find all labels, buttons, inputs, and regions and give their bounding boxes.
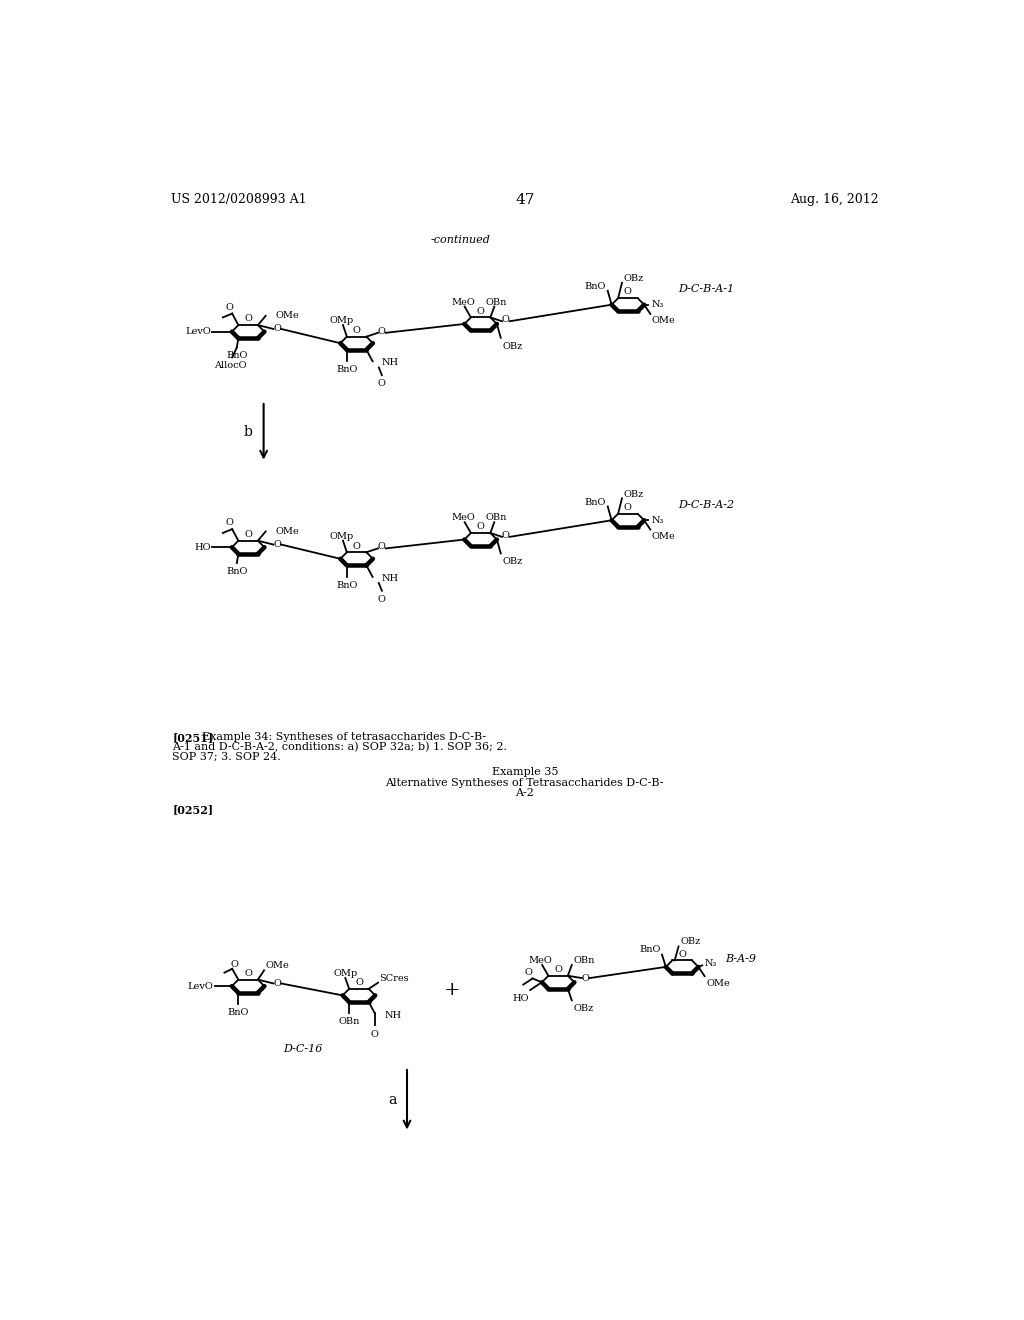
Text: NH: NH: [382, 574, 399, 583]
Text: SOP 37; 3. SOP 24.: SOP 37; 3. SOP 24.: [172, 752, 281, 762]
Text: a: a: [388, 1093, 396, 1106]
Text: O: O: [244, 531, 252, 539]
Text: D-C-B-A-1: D-C-B-A-1: [678, 284, 734, 294]
Text: NH: NH: [382, 358, 399, 367]
Text: OBn: OBn: [339, 1018, 359, 1027]
Text: HO: HO: [195, 543, 211, 552]
Text: O: O: [378, 594, 386, 603]
Text: O: O: [582, 974, 590, 982]
Text: O: O: [273, 979, 282, 987]
Text: D-C-B-A-2: D-C-B-A-2: [678, 500, 734, 510]
Text: Example 34: Syntheses of tetrasaccharides D-C-B-: Example 34: Syntheses of tetrasaccharide…: [202, 733, 485, 742]
Text: OBn: OBn: [485, 513, 507, 523]
Text: 47: 47: [515, 193, 535, 207]
Text: OMp: OMp: [333, 969, 357, 978]
Text: O: O: [378, 543, 386, 552]
Text: O: O: [678, 949, 686, 958]
Text: O: O: [352, 326, 360, 335]
Text: MeO: MeO: [452, 297, 475, 306]
Text: BnO: BnO: [226, 566, 248, 576]
Text: BnO: BnO: [336, 581, 357, 590]
Text: NH: NH: [384, 1011, 401, 1020]
Text: O: O: [371, 1030, 379, 1039]
Text: BnO: BnO: [227, 1008, 249, 1018]
Text: O: O: [273, 540, 282, 549]
Text: OBz: OBz: [503, 342, 522, 351]
Text: MeO: MeO: [528, 956, 553, 965]
Text: OMe: OMe: [652, 317, 676, 325]
Text: OMe: OMe: [265, 961, 290, 970]
Text: O: O: [477, 523, 484, 532]
Text: OMp: OMp: [330, 315, 353, 325]
Text: O: O: [624, 288, 632, 297]
Text: O: O: [273, 325, 282, 334]
Text: Example 35: Example 35: [492, 767, 558, 777]
Text: O: O: [502, 531, 510, 540]
Text: N₃: N₃: [705, 958, 717, 968]
Text: OBz: OBz: [573, 1005, 594, 1014]
Text: O: O: [502, 315, 510, 325]
Text: O: O: [226, 519, 233, 528]
Text: OMe: OMe: [275, 312, 299, 321]
Text: OBz: OBz: [680, 937, 700, 946]
Text: O: O: [624, 503, 632, 512]
Text: OMe: OMe: [652, 532, 676, 541]
Text: O: O: [524, 968, 532, 977]
Text: B-A-9: B-A-9: [725, 954, 756, 964]
Text: AllocO: AllocO: [214, 362, 247, 371]
Text: -continued: -continued: [430, 235, 490, 246]
Text: O: O: [378, 327, 386, 335]
Text: BnO: BnO: [585, 282, 606, 292]
Text: BnO: BnO: [226, 351, 248, 360]
Text: Aug. 16, 2012: Aug. 16, 2012: [791, 193, 879, 206]
Text: +: +: [443, 981, 460, 999]
Text: OBn: OBn: [573, 956, 595, 965]
Text: O: O: [230, 960, 239, 969]
Text: OMe: OMe: [275, 527, 299, 536]
Text: O: O: [554, 965, 562, 974]
Text: A-2: A-2: [515, 788, 535, 799]
Text: A-1 and D-C-B-A-2, conditions: a) SOP 32a; b) 1. SOP 36; 2.: A-1 and D-C-B-A-2, conditions: a) SOP 32…: [172, 742, 507, 752]
Text: LevO: LevO: [185, 327, 211, 337]
Text: [0252]: [0252]: [172, 804, 213, 814]
Text: BnO: BnO: [336, 366, 357, 374]
Text: OBz: OBz: [624, 490, 644, 499]
Text: OMe: OMe: [707, 979, 730, 989]
Text: US 2012/0208993 A1: US 2012/0208993 A1: [171, 193, 306, 206]
Text: Alternative Syntheses of Tetrasaccharides D-C-B-: Alternative Syntheses of Tetrasaccharide…: [386, 779, 664, 788]
Text: LevO: LevO: [187, 982, 213, 990]
Text: D-C-16: D-C-16: [283, 1044, 323, 1053]
Text: SCres: SCres: [380, 974, 410, 982]
Text: O: O: [355, 978, 362, 987]
Text: O: O: [244, 969, 252, 978]
Text: O: O: [477, 306, 484, 315]
Text: O: O: [226, 302, 233, 312]
Text: N₃: N₃: [652, 300, 665, 309]
Text: OMp: OMp: [330, 532, 353, 541]
Text: BnO: BnO: [639, 945, 660, 954]
Text: O: O: [352, 541, 360, 550]
Text: b: b: [244, 425, 253, 438]
Text: O: O: [244, 314, 252, 323]
Text: OBz: OBz: [503, 557, 522, 566]
Text: O: O: [378, 379, 386, 388]
Text: OBz: OBz: [624, 275, 644, 284]
Text: OBn: OBn: [485, 297, 507, 306]
Text: MeO: MeO: [452, 513, 475, 523]
Text: BnO: BnO: [585, 498, 606, 507]
Text: N₃: N₃: [652, 516, 665, 525]
Text: [0251]: [0251]: [172, 733, 213, 743]
Text: HO: HO: [512, 994, 528, 1003]
